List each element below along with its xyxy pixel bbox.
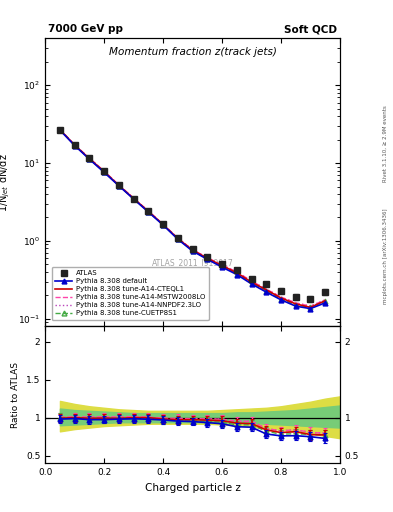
Text: ATLAS_2011_I919017: ATLAS_2011_I919017 (152, 259, 233, 267)
Text: mcplots.cern.ch [arXiv:1306.3436]: mcplots.cern.ch [arXiv:1306.3436] (383, 208, 388, 304)
Y-axis label: 1/N$_{jet}$ dN/dz: 1/N$_{jet}$ dN/dz (0, 153, 13, 211)
Y-axis label: Ratio to ATLAS: Ratio to ATLAS (11, 362, 20, 428)
Text: Momentum fraction z(track jets): Momentum fraction z(track jets) (108, 47, 277, 57)
Text: Soft QCD: Soft QCD (284, 24, 337, 34)
Text: Rivet 3.1.10, ≥ 2.9M events: Rivet 3.1.10, ≥ 2.9M events (383, 105, 388, 182)
Legend: ATLAS, Pythia 8.308 default, Pythia 8.308 tune-A14-CTEQL1, Pythia 8.308 tune-A14: ATLAS, Pythia 8.308 default, Pythia 8.30… (51, 267, 209, 320)
Text: 7000 GeV pp: 7000 GeV pp (48, 24, 123, 34)
X-axis label: Charged particle z: Charged particle z (145, 483, 241, 493)
